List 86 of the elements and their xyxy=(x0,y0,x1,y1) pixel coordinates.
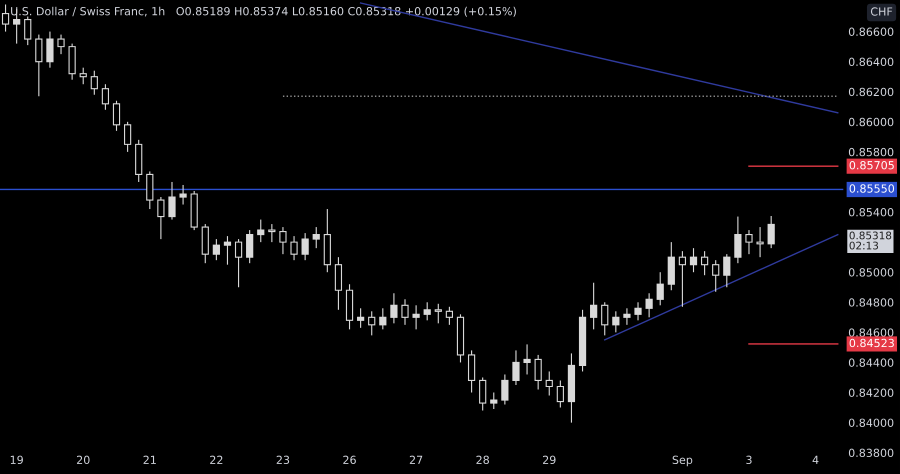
x-tick-label: 26 xyxy=(343,456,356,464)
x-tick-label: 3 xyxy=(746,456,752,464)
y-tick-label: 0.86600 xyxy=(848,28,894,36)
candlestick xyxy=(756,226,764,258)
text: CHF xyxy=(870,7,892,16)
series-label: 0.85705 xyxy=(850,161,894,170)
candlestick xyxy=(590,282,598,330)
candlestick xyxy=(656,272,664,306)
y-tick-label: 0.85400 xyxy=(848,208,894,216)
candlestick xyxy=(534,354,542,390)
candlestick xyxy=(57,34,65,55)
x-tick-label: 20 xyxy=(76,456,90,464)
y-tick-label: 0.84000 xyxy=(848,418,894,427)
candlestick xyxy=(434,303,442,324)
y-tick-label: 0.84800 xyxy=(848,298,894,307)
y-tick-label: 0.85000 xyxy=(848,268,894,277)
candlestick xyxy=(712,260,720,292)
candlestick xyxy=(112,100,120,132)
candlestick xyxy=(390,292,398,324)
y-tick-label: 0.84400 xyxy=(848,358,894,367)
candlestick xyxy=(646,292,653,318)
series-label: 0.84523 xyxy=(850,338,894,348)
candlestick xyxy=(368,310,376,336)
candlestick xyxy=(290,236,298,261)
candlestick xyxy=(490,392,498,410)
candlestick xyxy=(678,250,686,308)
x-tick-label: 23 xyxy=(276,456,290,464)
candlestick xyxy=(479,376,486,412)
candlestick xyxy=(35,34,42,97)
x-tick-label: 4 xyxy=(812,456,818,464)
x-tick-label: 19 xyxy=(10,456,23,464)
candlestick xyxy=(623,308,631,326)
candlestick xyxy=(246,230,254,264)
candlestick xyxy=(723,254,730,288)
y-tick-label: 0.83800 xyxy=(848,448,894,458)
candlestick xyxy=(279,226,287,255)
candlestick xyxy=(523,344,531,376)
candlestick xyxy=(224,236,232,266)
candlestick xyxy=(46,31,54,68)
candlestick xyxy=(80,67,87,85)
y-tick-label: 0.84600 xyxy=(848,328,894,337)
candlestick xyxy=(690,248,698,273)
y-tick-label: 0.84200 xyxy=(848,388,894,397)
x-tick-label: 28 xyxy=(476,456,489,464)
candlestick xyxy=(601,302,608,336)
candlestick xyxy=(24,16,32,46)
text: 0.85318 02:13 xyxy=(850,232,892,250)
candlestick xyxy=(501,374,508,406)
candlestick xyxy=(90,70,98,96)
candlestick xyxy=(212,238,220,261)
candlestick xyxy=(546,370,553,396)
candlestick xyxy=(102,84,110,110)
candlestick xyxy=(268,224,276,243)
y-tick-label: 0.86000 xyxy=(848,118,894,126)
candlestick xyxy=(612,310,620,333)
candlestick xyxy=(745,230,753,255)
candlestick xyxy=(446,306,453,326)
candlestick xyxy=(179,184,187,206)
candlestick xyxy=(312,226,320,249)
candlestick xyxy=(424,302,431,321)
x-tick-label: 27 xyxy=(410,456,422,464)
candlestick xyxy=(734,216,742,264)
ref-line-label: 0.85550 xyxy=(850,184,894,193)
x-tick-label: 29 xyxy=(543,456,556,464)
candlestick xyxy=(124,121,132,152)
candlestick xyxy=(556,380,564,408)
x-tick-label: 22 xyxy=(210,456,222,464)
candlestick xyxy=(234,238,242,288)
candlestick xyxy=(412,304,420,330)
candlestick xyxy=(379,308,386,330)
candlestick xyxy=(157,196,164,240)
y-tick-label: 0.86200 xyxy=(848,88,894,96)
candlestick xyxy=(168,181,176,220)
candlestick xyxy=(401,298,409,326)
x-tick-label: 21 xyxy=(144,456,156,464)
candlestick xyxy=(512,350,520,386)
candlestick xyxy=(2,4,10,32)
y-tick-label: 0.86400 xyxy=(848,58,894,66)
candlestick xyxy=(302,232,309,261)
candlestick xyxy=(257,219,264,243)
candlestick xyxy=(700,250,708,276)
candlestick xyxy=(768,215,775,249)
candlestick xyxy=(357,308,364,328)
candlestick xyxy=(634,302,642,321)
x-tick-label: Sep xyxy=(672,456,692,466)
y-tick-label: 0.85800 xyxy=(848,148,894,156)
